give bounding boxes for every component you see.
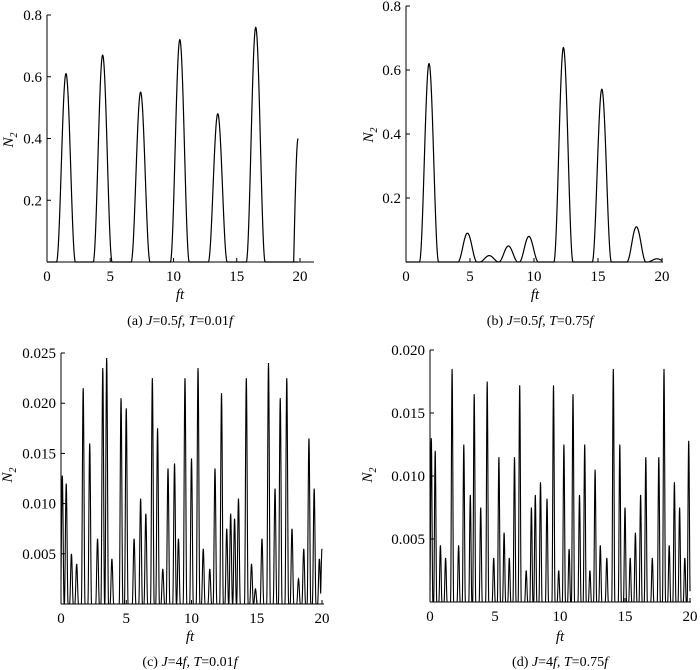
panel-d-x-tick-label: 0 xyxy=(426,609,434,625)
panel-c-y-tick-label: 0.025 xyxy=(22,346,56,362)
panel-a-y-tick-label: 0.8 xyxy=(23,8,42,24)
panel-a-y-tick-label: 0.2 xyxy=(23,193,42,209)
panel-a-y-tick-label: 0.6 xyxy=(23,70,42,86)
panel-c-y-tick-label: 0.015 xyxy=(22,446,56,462)
panel-b-x-tick-label: 20 xyxy=(655,269,670,285)
panel-b-y-tick-label: 0.2 xyxy=(382,191,401,207)
panel-c-series-line xyxy=(60,358,323,605)
panel-b-series-line xyxy=(406,46,663,263)
panel-d-y-axis-label: N2 xyxy=(360,467,379,483)
panel-a-x-tick-label: 10 xyxy=(166,269,181,285)
panel-b-x-tick-label: 0 xyxy=(402,269,410,285)
panel-a-y-axis-label: N2 xyxy=(1,132,20,148)
panel-d-x-tick-label: 20 xyxy=(683,609,698,625)
panel-a-series-line xyxy=(47,26,299,263)
panel-b-caption: (b) J=0.5f, T=0.75f xyxy=(487,314,596,329)
panel-b-x-tick-label: 5 xyxy=(466,269,474,285)
panel-d-x-tick-label: 10 xyxy=(553,609,568,625)
panel-d: 0 5 10 15 20 0.005 0.010 0.015 0.020 ft N2 (d) J… xyxy=(360,343,698,670)
panel-c-x-axis-label: ft xyxy=(186,629,195,645)
panel-b-y-tick-label: 0.4 xyxy=(382,127,401,143)
panel-d-y-tick-label: 0.015 xyxy=(391,406,425,422)
panel-a-caption: (a) J=0.5f, T=0.01f xyxy=(127,314,235,329)
panel-a-x-tick-label: 20 xyxy=(293,269,308,285)
panel-d-y-tick-label: 0.020 xyxy=(391,343,425,359)
panel-c-x-tick-label: 10 xyxy=(184,611,199,627)
panel-d-x-tick-label: 15 xyxy=(618,609,633,625)
panel-c-x-tick-label: 20 xyxy=(315,611,330,627)
panel-c-y-tick-label: 0.010 xyxy=(22,497,56,513)
panel-a: 0 5 10 15 20 0.2 0.4 0.6 0.8 ft N2 (a) J=0.5f, T… xyxy=(1,8,314,329)
panel-a-x-tick-label: 0 xyxy=(43,269,51,285)
panel-b-y-tick-label: 0.6 xyxy=(382,63,401,79)
panel-c-y-axis-label: N2 xyxy=(0,467,19,483)
panel-d-y-tick-label: 0.010 xyxy=(391,469,425,485)
panel-d-x-axis-label: ft xyxy=(556,629,565,645)
panel-a-x-axis-label: ft xyxy=(176,287,185,303)
panel-c-y-tick-label: 0.005 xyxy=(22,547,56,563)
panel-d-series-line xyxy=(429,368,691,603)
panel-c-x-tick-label: 15 xyxy=(249,611,264,627)
panel-c-x-tick-label: 5 xyxy=(123,611,131,627)
panel-a-x-tick-label: 15 xyxy=(229,269,244,285)
panel-b-y-tick-label: 0.8 xyxy=(382,0,401,15)
panel-b-x-tick-label: 10 xyxy=(527,269,542,285)
panel-c-caption: (c) J=4f, T=0.01f xyxy=(142,655,239,670)
panel-b: 0 5 10 15 20 0.2 0.4 0.6 0.8 ft N2 (b) J=0.5f, T… xyxy=(361,0,670,329)
panel-d-x-tick-label: 5 xyxy=(491,609,499,625)
panel-b-y-axis-label: N2 xyxy=(361,127,380,143)
panel-b-x-axis-label: ft xyxy=(531,287,540,303)
panel-d-caption: (d) J=4f, T=0.75f xyxy=(512,655,610,670)
panel-a-x-tick-label: 5 xyxy=(107,269,115,285)
panel-d-y-tick-label: 0.005 xyxy=(391,532,425,548)
panel-a-y-tick-label: 0.4 xyxy=(23,132,42,148)
panel-c-y-tick-label: 0.020 xyxy=(22,396,56,412)
panel-c-x-tick-label: 0 xyxy=(57,611,65,627)
panel-b-x-tick-label: 15 xyxy=(591,269,606,285)
